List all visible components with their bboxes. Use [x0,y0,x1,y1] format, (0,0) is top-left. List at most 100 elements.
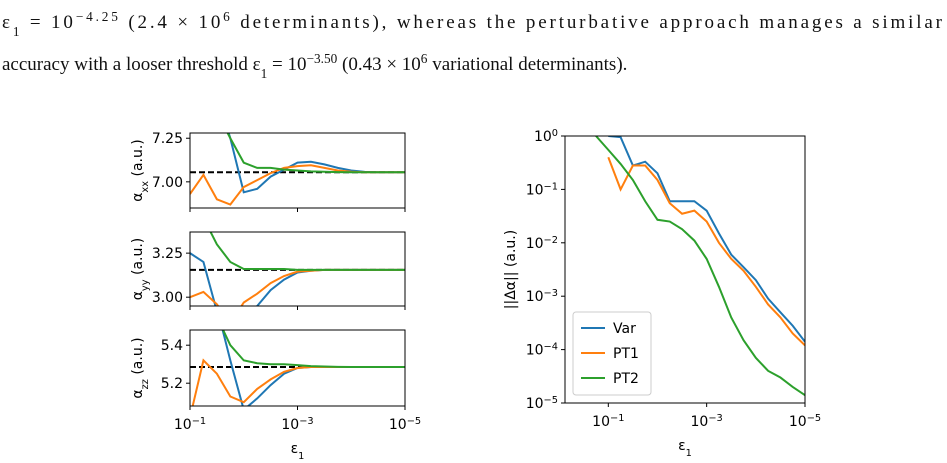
legend-box [572,311,652,396]
text-run: 10 [691,414,709,430]
text-run: 1 [298,451,304,462]
text-run: 10 [526,343,544,359]
text-run: zz [140,379,151,389]
text-run: ε [2,12,10,33]
x-tick-label: 10−1 [174,416,206,434]
series-line [608,136,805,343]
text-run: xx [140,181,151,193]
text-run: 3.25 [152,246,183,262]
plot-frame [564,135,806,404]
plot-frame [189,132,406,209]
y-axis-label: αyy (a.u.) [130,238,151,301]
x-tick-label: 10−3 [691,413,723,431]
text-run: −3 [544,288,558,299]
text-run: ||Δα|| (a.u.) [503,230,519,309]
series-line [607,156,805,347]
text-run: 10 [592,414,610,430]
text-run: 10 [789,414,807,430]
y-tick-label: 5.4 [161,338,183,354]
text-run: 10 [526,236,544,252]
text-run: ε [678,438,686,454]
text-run: −2 [544,234,558,245]
text-run: 10 [389,417,407,433]
plot-frame [189,231,406,307]
text-run: −3 [708,413,722,424]
series-line [222,330,405,369]
text-run: variational determinants). [427,54,627,75]
text-run: −5 [807,413,821,424]
text-run: 7.25 [152,131,183,147]
text-run: 10 [174,417,192,433]
text-run: accuracy with a looser threshold [2,54,253,75]
legend-label: PT2 [613,371,639,387]
y-tick-label: 5.2 [161,376,183,392]
text-run: 1 [686,448,692,459]
text-run: 1 [13,24,20,39]
x-tick-label: 10−5 [389,416,421,434]
text-run: −1 [544,181,558,192]
text-run: (a.u.) [130,238,146,280]
text-run: 10 [526,396,544,412]
text-run: ε [291,441,299,457]
text-run: −4 [544,341,558,352]
text-run: −4.25 [76,9,118,24]
text-run: α [130,193,146,202]
legend-label: Var [613,321,636,337]
text-run: 0 [552,128,558,139]
x-tick-label: 10−5 [789,413,821,431]
y-tick-label: 3.00 [152,290,183,306]
text-run: (a.u.) [130,139,146,181]
series-line [209,232,405,271]
x-tick-label: 10−1 [592,413,624,431]
text-run: = 10 [267,54,306,75]
y-tick-label: 10−2 [526,234,558,252]
text-run: 10 [281,417,299,433]
paragraph-line: accuracy with a looser threshold ε1 = 10… [2,51,627,81]
text-run: 10 [534,129,552,145]
series-line [226,133,405,174]
y-axis-label: αzz (a.u.) [130,337,151,398]
text-run: ε [253,54,261,75]
x-axis-label: ε1 [678,438,692,459]
series-line [190,268,405,306]
y-tick-label: 10−4 [526,341,558,359]
plot-frame [189,329,406,407]
text-run: 6 [421,51,428,66]
text-run: −1 [192,416,206,427]
text-run: yy [140,279,151,291]
text-run: −1 [610,413,624,424]
text-run: −3.50 [306,51,337,66]
text-run: α [130,291,146,300]
text-run: 3.00 [152,290,183,306]
series-line [190,252,405,306]
y-tick-label: 10−5 [526,395,558,413]
y-tick-label: 10−1 [526,181,558,199]
text-run: −5 [544,395,558,406]
text-run: (0.43 × 10 [337,54,421,75]
series-line [595,136,805,397]
text-run: 7.00 [152,175,183,191]
text-run: 10 [526,289,544,305]
text-run: determinants), whereas the perturbative … [233,12,943,33]
text-run: α [130,389,146,398]
y-tick-label: 7.25 [152,131,183,147]
y-tick-label: 3.25 [152,246,183,262]
text-run: −5 [407,416,421,427]
series-line [227,133,405,194]
text-run: 10 [526,182,544,198]
text-run: = 10 [22,12,73,33]
text-run: (a.u.) [130,337,146,379]
y-tick-label: 100 [534,128,558,146]
text-run: 1 [261,66,268,81]
x-tick-label: 10−3 [281,416,313,434]
y-axis-label: ||Δα|| (a.u.) [503,230,519,309]
text-run: −3 [299,416,313,427]
y-tick-label: 10−3 [526,288,558,306]
x-axis-label: ε1 [291,441,305,462]
legend-label: PT1 [613,346,639,362]
text-run: (2.4 × 10 [121,12,221,33]
text-run: 6 [223,9,230,24]
y-tick-label: 7.00 [152,175,183,191]
